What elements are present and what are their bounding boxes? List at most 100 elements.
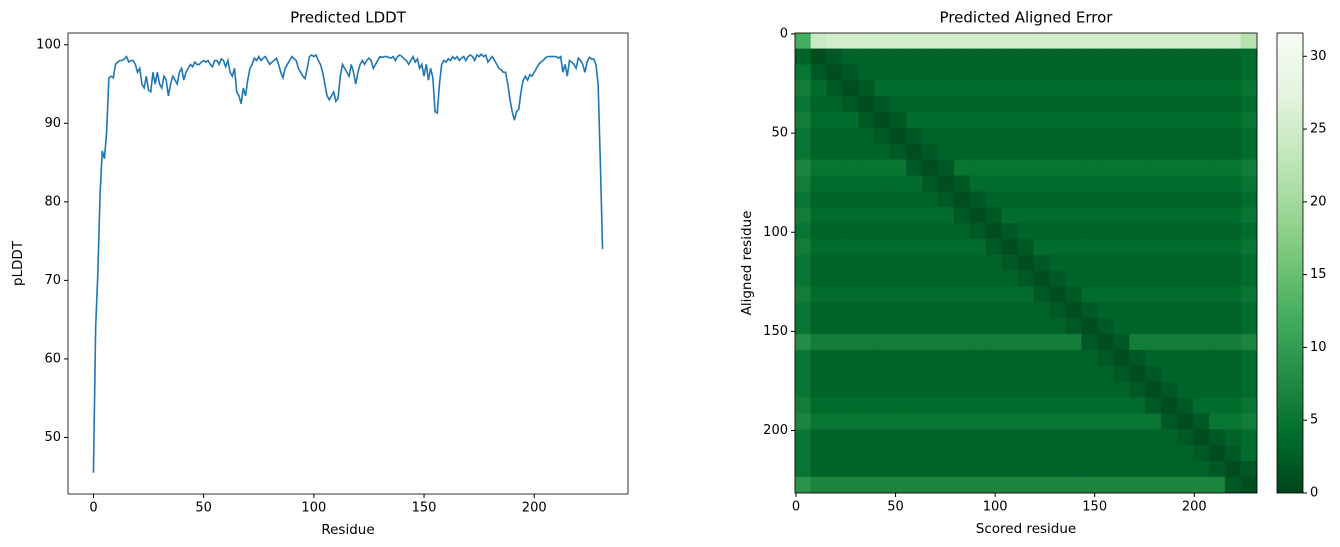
heatmap-cell bbox=[1081, 349, 1098, 367]
colorbar bbox=[1276, 32, 1304, 494]
heatmap-cell bbox=[1017, 397, 1035, 414]
chart-title: Predicted LDDT bbox=[290, 9, 407, 27]
heatmap-cell bbox=[794, 429, 812, 446]
heatmap-cell bbox=[1033, 365, 1051, 383]
heatmap-cell bbox=[874, 80, 891, 97]
heatmap-cell bbox=[858, 127, 875, 145]
heatmap-cell bbox=[1224, 334, 1242, 351]
heatmap-cell bbox=[922, 302, 939, 319]
heatmap-cell bbox=[969, 48, 987, 65]
heatmap-cell bbox=[1129, 143, 1146, 161]
heatmap-cell bbox=[1001, 48, 1019, 65]
heatmap-cell bbox=[1224, 175, 1242, 192]
heatmap-cell bbox=[826, 191, 844, 208]
heatmap-cell bbox=[969, 143, 987, 161]
heatmap-cell bbox=[858, 159, 875, 177]
heatmap-cell bbox=[1208, 159, 1226, 177]
heatmap-cell bbox=[794, 318, 812, 335]
heatmap-cell bbox=[858, 80, 875, 97]
heatmap-cell bbox=[1097, 286, 1114, 303]
heatmap-cell bbox=[954, 270, 971, 288]
heatmap-cell bbox=[1177, 191, 1194, 208]
heatmap-cell bbox=[906, 461, 923, 478]
heatmap-cell bbox=[954, 397, 971, 414]
heatmap-cell bbox=[1224, 365, 1242, 383]
heatmap-cell bbox=[890, 159, 907, 177]
heatmap-cell bbox=[1113, 286, 1130, 303]
heatmap-cell bbox=[938, 223, 955, 240]
heatmap-cell bbox=[794, 143, 812, 161]
heatmap-cell bbox=[954, 302, 971, 319]
heatmap-cell bbox=[954, 349, 971, 367]
heatmap-cell bbox=[1097, 175, 1114, 192]
colorbar-tick-label: 10 bbox=[1310, 340, 1327, 355]
heatmap-cell bbox=[1208, 254, 1226, 272]
heatmap-cell bbox=[938, 286, 955, 303]
heatmap-cell bbox=[1177, 175, 1194, 192]
heatmap-cell bbox=[1113, 191, 1130, 208]
heatmap-cell bbox=[1081, 127, 1098, 145]
heatmap-cell bbox=[826, 175, 844, 192]
heatmap-cell bbox=[1129, 127, 1146, 145]
heatmap-cell bbox=[890, 223, 907, 240]
heatmap-cell bbox=[1097, 80, 1114, 97]
heatmap-cell bbox=[1033, 461, 1051, 478]
heatmap-cell bbox=[1033, 64, 1051, 81]
heatmap-cell bbox=[1240, 96, 1258, 113]
heatmap-cell bbox=[874, 397, 891, 414]
heatmap-cell bbox=[1033, 254, 1051, 272]
heatmap-cell bbox=[1033, 413, 1051, 430]
heatmap-cell bbox=[1097, 365, 1114, 383]
heatmap-cell bbox=[922, 476, 939, 494]
heatmap-cell bbox=[985, 64, 1003, 81]
heatmap-cell bbox=[890, 286, 907, 303]
heatmap-cell bbox=[794, 64, 812, 81]
heatmap-cell bbox=[1224, 64, 1242, 81]
heatmap-cell bbox=[1017, 365, 1035, 383]
heatmap-cell bbox=[890, 32, 907, 50]
heatmap-cell bbox=[938, 381, 955, 399]
heatmap-cell bbox=[969, 397, 987, 414]
heatmap-cell bbox=[906, 191, 923, 208]
heatmap-cell bbox=[826, 64, 844, 81]
heatmap-cell bbox=[1113, 381, 1130, 399]
heatmap-cell bbox=[874, 207, 891, 224]
heatmap-cell bbox=[826, 334, 844, 351]
heatmap-cell bbox=[922, 112, 939, 129]
heatmap-cell bbox=[1224, 80, 1242, 97]
heatmap-cell bbox=[1097, 48, 1114, 65]
heatmap-cell bbox=[794, 159, 812, 177]
heatmap-cell bbox=[810, 397, 828, 414]
axes-frame bbox=[794, 32, 1258, 494]
heatmap-cell bbox=[1161, 461, 1178, 478]
heatmap-cell bbox=[1049, 445, 1067, 462]
heatmap-cell bbox=[1145, 175, 1162, 192]
heatmap-cell bbox=[1208, 238, 1226, 256]
heatmap-cell bbox=[1224, 191, 1242, 208]
x-tick-label: 150 bbox=[412, 501, 437, 516]
heatmap-cell bbox=[954, 445, 971, 462]
heatmap-cell bbox=[810, 270, 828, 288]
heatmap-cell bbox=[906, 270, 923, 288]
heatmap-cell bbox=[969, 254, 987, 272]
heatmap-cell bbox=[1049, 32, 1067, 50]
heatmap-cell bbox=[1113, 349, 1130, 367]
heatmap-cell bbox=[890, 96, 907, 113]
heatmap-cell bbox=[1145, 381, 1162, 399]
heatmap-cell bbox=[1177, 48, 1194, 65]
heatmap-cell bbox=[922, 365, 939, 383]
heatmap-cell bbox=[1065, 349, 1083, 367]
heatmap-cell bbox=[985, 175, 1003, 192]
heatmap-cell bbox=[969, 349, 987, 367]
heatmap-cell bbox=[906, 349, 923, 367]
heatmap-cell bbox=[906, 381, 923, 399]
heatmap-cell bbox=[874, 445, 891, 462]
heatmap-cell bbox=[1001, 302, 1019, 319]
heatmap-cell bbox=[1033, 270, 1051, 288]
heatmap-cell bbox=[1145, 429, 1162, 446]
heatmap-cell bbox=[954, 238, 971, 256]
heatmap-cell bbox=[922, 143, 939, 161]
heatmap-cell bbox=[1017, 381, 1035, 399]
heatmap-cell bbox=[1177, 349, 1194, 367]
heatmap-cell bbox=[1193, 80, 1210, 97]
